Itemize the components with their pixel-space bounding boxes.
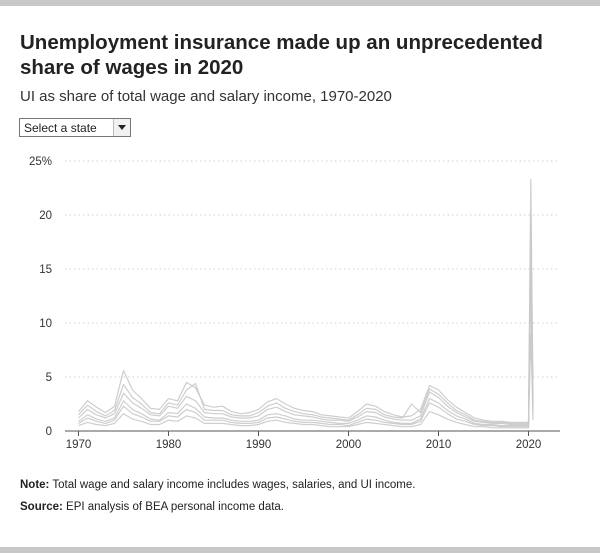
y-tick-label-25: 25% (29, 156, 52, 168)
chart-source: Source: EPI analysis of BEA personal inc… (20, 501, 284, 513)
series-line-3 (78, 333, 534, 429)
y-tick-label-20: 20 (39, 210, 52, 222)
series-line-4 (78, 178, 534, 423)
series-lines (78, 178, 534, 429)
x-tick-label-1970: 1970 (66, 439, 92, 448)
state-select-value: Select a state (24, 121, 97, 135)
state-select-dropdown[interactable]: Select a state (19, 118, 131, 137)
x-axis: 1970 1980 1990 2000 2010 2020 (65, 430, 560, 448)
series-line-2 (78, 241, 534, 426)
source-label: Source: (20, 501, 63, 513)
x-tick-label-1990: 1990 (246, 439, 272, 448)
y-tick-label-10: 10 (39, 318, 52, 330)
x-tick-label-2010: 2010 (426, 439, 452, 448)
x-tick-label-2020: 2020 (516, 439, 542, 448)
grid-lines (65, 160, 560, 378)
x-tick-label-1980: 1980 (156, 439, 182, 448)
y-tick-label-0: 0 (46, 426, 52, 438)
note-text: Total wage and salary income includes wa… (49, 479, 416, 491)
series-line-1 (78, 284, 534, 428)
source-text: EPI analysis of BEA personal income data… (62, 501, 285, 513)
x-tick-label-2000: 2000 (336, 439, 362, 448)
series-line-5 (78, 268, 534, 427)
bottom-rule (0, 547, 600, 553)
y-axis-labels: 0 5 10 15 20 25% (29, 156, 52, 438)
y-tick-label-15: 15 (39, 264, 52, 276)
top-rule (0, 0, 600, 6)
chart-subtitle: UI as share of total wage and salary inc… (20, 88, 392, 105)
note-label: Note: (20, 479, 50, 491)
series-line-6 (78, 214, 534, 424)
y-tick-label-5: 5 (46, 372, 52, 384)
ui-share-line-chart: 0 5 10 15 20 25% 1970 1980 1990 2000 2010 2020 (29, 156, 560, 448)
chart-note: Note: Total wage and salary income inclu… (20, 479, 415, 491)
chart-title: Unemployment insurance made up an unprec… (20, 31, 543, 79)
chevron-down-icon[interactable] (113, 119, 130, 136)
